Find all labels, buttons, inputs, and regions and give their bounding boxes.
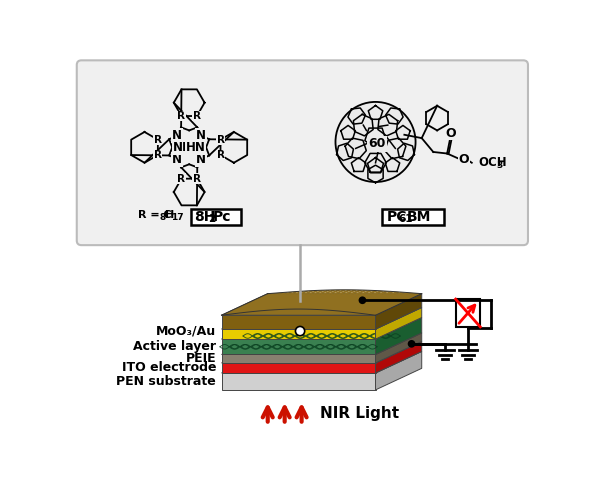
Polygon shape [365, 293, 417, 315]
Text: N: N [172, 153, 182, 166]
Polygon shape [359, 293, 411, 314]
Text: R: R [193, 111, 201, 121]
Polygon shape [343, 292, 395, 312]
Circle shape [408, 340, 415, 348]
Polygon shape [375, 294, 422, 329]
FancyBboxPatch shape [77, 60, 528, 245]
Text: 60: 60 [368, 138, 386, 150]
Text: Active layer: Active layer [133, 340, 216, 353]
Text: R: R [217, 135, 225, 145]
Polygon shape [264, 291, 316, 311]
Text: 8H: 8H [195, 210, 216, 223]
Circle shape [359, 296, 366, 304]
Polygon shape [317, 290, 369, 310]
Polygon shape [312, 290, 363, 310]
Text: NH: NH [173, 141, 193, 154]
Circle shape [336, 102, 415, 182]
Polygon shape [290, 290, 342, 309]
Polygon shape [375, 351, 422, 390]
Polygon shape [327, 291, 379, 311]
Text: R: R [217, 150, 225, 160]
Polygon shape [221, 315, 375, 329]
Polygon shape [237, 292, 289, 313]
FancyBboxPatch shape [382, 209, 444, 225]
Text: O: O [459, 153, 470, 166]
FancyBboxPatch shape [191, 209, 241, 225]
Circle shape [296, 326, 304, 336]
Text: R: R [154, 150, 162, 160]
Polygon shape [301, 290, 353, 309]
Text: 61: 61 [399, 214, 413, 224]
Text: 2: 2 [208, 214, 215, 224]
Polygon shape [322, 290, 374, 310]
Polygon shape [221, 293, 273, 315]
Polygon shape [280, 290, 332, 310]
Polygon shape [375, 308, 422, 339]
Text: PC: PC [386, 210, 407, 223]
Polygon shape [370, 293, 422, 315]
Polygon shape [221, 373, 375, 390]
Text: PEIE: PEIE [185, 352, 216, 365]
Polygon shape [375, 318, 422, 354]
Text: HN: HN [185, 141, 205, 154]
Text: NIR Light: NIR Light [320, 406, 399, 420]
Polygon shape [221, 318, 422, 339]
Text: 8: 8 [160, 213, 166, 222]
Text: PEN substrate: PEN substrate [116, 375, 216, 388]
Text: R: R [178, 111, 185, 121]
Polygon shape [221, 363, 375, 373]
Polygon shape [221, 333, 422, 354]
Polygon shape [253, 291, 305, 312]
Polygon shape [296, 290, 348, 309]
Polygon shape [221, 308, 422, 329]
FancyBboxPatch shape [455, 299, 480, 327]
Polygon shape [285, 290, 337, 309]
Polygon shape [269, 290, 321, 310]
Polygon shape [221, 329, 375, 339]
Text: BM: BM [407, 210, 431, 223]
Text: O: O [445, 127, 456, 140]
Polygon shape [338, 291, 390, 312]
Polygon shape [221, 342, 422, 363]
Polygon shape [306, 290, 358, 309]
Text: R = C: R = C [139, 210, 172, 220]
Polygon shape [349, 292, 401, 313]
Text: R: R [154, 135, 162, 145]
Text: ITO electrode: ITO electrode [122, 362, 216, 374]
Text: MoO₃/Au: MoO₃/Au [156, 324, 216, 338]
Polygon shape [221, 354, 375, 363]
Polygon shape [242, 292, 294, 313]
Text: OCH: OCH [478, 156, 507, 169]
Polygon shape [221, 351, 422, 373]
Polygon shape [274, 290, 326, 310]
Polygon shape [375, 333, 422, 363]
Polygon shape [227, 293, 278, 315]
Polygon shape [232, 293, 284, 314]
Polygon shape [258, 291, 310, 311]
Text: H: H [165, 210, 175, 220]
Text: 17: 17 [171, 213, 183, 222]
Polygon shape [354, 292, 406, 313]
Text: N: N [196, 129, 206, 142]
Text: 3: 3 [496, 161, 503, 170]
Text: N: N [196, 153, 206, 166]
Text: N: N [172, 129, 182, 142]
Polygon shape [248, 292, 300, 312]
Polygon shape [333, 291, 385, 311]
Polygon shape [221, 294, 422, 315]
Text: Pc: Pc [212, 210, 231, 223]
Polygon shape [375, 342, 422, 373]
Text: R: R [193, 173, 201, 184]
Polygon shape [221, 339, 375, 354]
Text: R: R [178, 173, 185, 184]
